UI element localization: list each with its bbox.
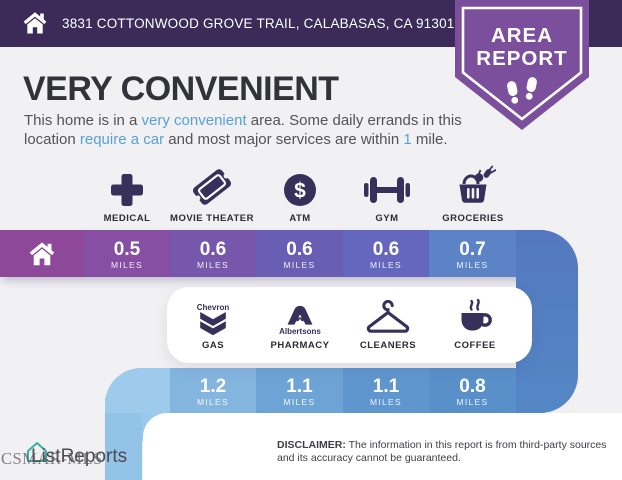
disclaimer-text: DISCLAIMER: The information in this repo… (277, 439, 607, 464)
badge-line2: REPORT (476, 47, 567, 70)
property-address: 3831 COTTONWOOD GROVE TRAIL, CALABASAS, … (62, 16, 455, 31)
highlight-very-convenient: very convenient (141, 112, 247, 129)
home-icon (29, 241, 55, 265)
ribbon-home-segment (0, 230, 84, 277)
amenity-movie-theater: MOVIE THEATER (167, 164, 257, 224)
footprints-icon (507, 77, 537, 104)
distance-segment: 1.1 MILES (343, 368, 429, 413)
distance-segment: 1.1 MILES (256, 368, 343, 413)
amenity-label: CLEANERS (359, 340, 417, 351)
distance-segment: 0.6 MILES (256, 230, 343, 277)
distance-unit: MILES (196, 397, 229, 407)
groceries-basket-icon (459, 165, 496, 203)
amenity-gas: Chevron GAS (168, 294, 258, 351)
distance-segment: 0.8 MILES (429, 368, 516, 413)
summary-text: This home is in a very convenient area. … (24, 112, 462, 148)
amenity-label: GYM (375, 213, 399, 224)
distance-unit: MILES (456, 260, 489, 270)
amenity-label: PHARMACY (270, 340, 330, 351)
distance-ribbon-row1: 0.5 MILES 0.6 MILES 0.6 MILES 0.6 MILES 0.7 M… (0, 230, 545, 277)
area-report-badge: AREA REPORT (455, 0, 589, 134)
movie-ticket-icon (192, 169, 232, 205)
hanger-icon (366, 300, 410, 333)
listreports-logo-text: ListReports (31, 446, 128, 467)
amenity-label: MEDICAL (103, 213, 151, 224)
distance-ribbon-row2: 1.2 MILES 1.1 MILES 1.1 MILES 0.8 MILES (105, 368, 545, 413)
albertsons-logo-icon (287, 305, 313, 325)
home-icon (23, 12, 47, 34)
distance-segment: 0.6 MILES (343, 230, 429, 277)
amenity-label: GROCERIES (442, 213, 504, 224)
distance-value: 0.8 (459, 376, 486, 397)
distance-value: 1.1 (372, 376, 400, 397)
amenity-label: COFFEE (454, 340, 496, 351)
atm-dollar-icon: $ (284, 174, 316, 206)
distance-unit: MILES (369, 397, 402, 407)
disclaimer-label: DISCLAIMER: (277, 439, 346, 451)
albertsons-brand-text: Albertsons (279, 327, 321, 336)
amenity-cleaners: CLEANERS (343, 294, 433, 351)
distance-segment: 0.5 MILES (84, 230, 170, 277)
amenity-groceries: GROCERIES (428, 164, 518, 224)
distance-value: 0.7 (459, 239, 486, 260)
chevron-gas-logo-icon (200, 312, 226, 336)
distance-value: 0.6 (372, 239, 400, 260)
distance-value: 1.2 (199, 376, 227, 397)
footer: ListReports CSMAR-MLS (0, 438, 220, 480)
distance-value: 0.5 (113, 239, 141, 260)
svg-text:$: $ (294, 180, 306, 203)
coffee-cup-icon (461, 299, 492, 331)
mls-watermark: CSMAR-MLS (1, 449, 103, 468)
amenity-gym: GYM (342, 164, 432, 224)
listreports-house-icon (27, 442, 47, 462)
amenity-label: ATM (289, 213, 311, 224)
disclaimer-card: DISCLAIMER: The information in this repo… (143, 413, 622, 480)
distance-segment: 0.7 MILES (429, 230, 516, 277)
amenity-label: GAS (201, 340, 225, 351)
amenities-card: Chevron GAS Albertsons PHARMACY (167, 287, 532, 363)
distance-value: 1.1 (286, 376, 313, 397)
amenity-coffee: COFFEE (430, 294, 520, 351)
badge-line1: AREA (491, 24, 553, 47)
medical-cross-icon (111, 174, 143, 206)
amenity-medical: MEDICAL (82, 164, 172, 224)
page-title: VERY CONVENIENT (23, 70, 339, 108)
highlight-one: 1 (403, 131, 412, 148)
distance-unit: MILES (283, 397, 316, 407)
distance-segment: 1.2 MILES (170, 368, 256, 413)
amenity-pharmacy: Albertsons PHARMACY (255, 294, 345, 351)
distance-unit: MILES (283, 260, 316, 270)
amenity-label: MOVIE THEATER (170, 213, 254, 224)
distance-value: 0.6 (199, 239, 227, 260)
ribbon-connector (105, 368, 170, 413)
distance-unit: MILES (110, 260, 143, 270)
distance-segment: 0.6 MILES (170, 230, 256, 277)
highlight-require-a-car: require a car (79, 131, 165, 148)
amenity-atm: $ ATM (255, 164, 345, 224)
distance-unit: MILES (369, 260, 402, 270)
distance-unit: MILES (196, 260, 229, 270)
distance-value: 0.6 (286, 239, 313, 260)
chevron-brand-text: Chevron (196, 303, 230, 312)
distance-unit: MILES (456, 397, 489, 407)
gym-dumbbell-icon (364, 177, 410, 203)
